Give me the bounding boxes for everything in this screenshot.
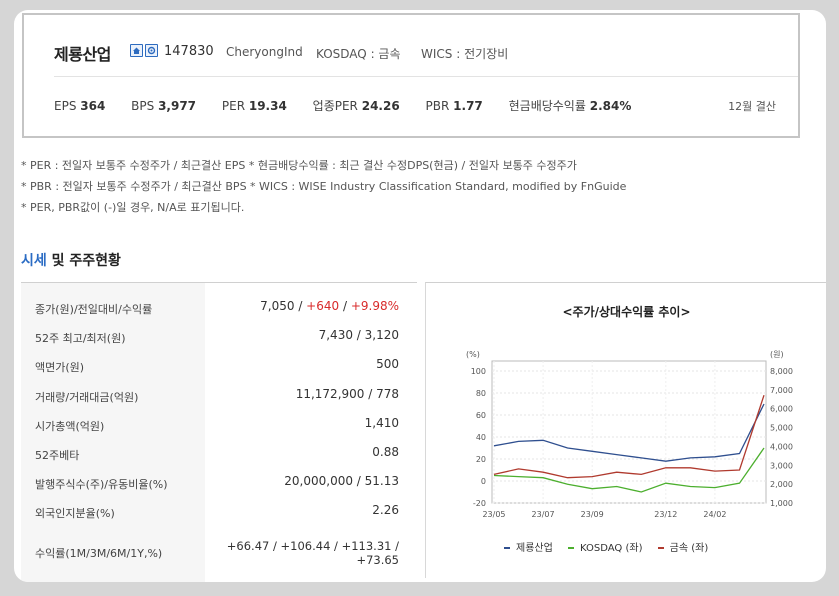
section-title: 시세 및 주주현황 (21, 253, 121, 269)
footnote: * PBR : 전일자 보통주 수정주가 / 최근결산 BPS * WICS :… (21, 180, 627, 193)
footnote: * PER : 전일자 보통주 수정주가 / 최근결산 EPS * 현금배당수익… (21, 159, 577, 172)
right-tick-label: 3,000 (770, 461, 793, 470)
left-tick-label: 20 (476, 455, 486, 464)
stat-bps: BPS 3,977 (131, 99, 197, 113)
main-panel: 제룡산업 147830 CheryongInd KOSDAQ : 금속 WICS… (14, 10, 826, 582)
chart-legend: 제룡산업 KOSDAQ (좌) 금속 (좌) (504, 539, 720, 554)
series-line (493, 403, 765, 462)
table-row: 52주 최고/최저(원) 7,430 / 3,120 (35, 328, 399, 345)
table-row: 시가총액(억원) 1,410 (35, 416, 399, 433)
right-tick-label: 1,000 (770, 499, 793, 508)
table-row: 종가(원)/전일대비/수익률 7,050 / +640 / +9.98% (35, 299, 399, 316)
disclosure-icon[interactable] (145, 44, 158, 57)
x-tick-label: 23/05 (482, 510, 505, 519)
market-info: KOSDAQ : 금속 (316, 47, 401, 61)
company-summary-box: 제룡산업 147830 CheryongInd KOSDAQ : 금속 WICS… (22, 13, 800, 138)
x-tick-label: 23/12 (654, 510, 677, 519)
series-line (493, 394, 765, 479)
series-line (493, 447, 765, 493)
left-tick-label: 0 (481, 477, 486, 486)
left-tick-label: 100 (471, 367, 486, 376)
company-name: 제룡산업 (54, 45, 111, 64)
legend-item: KOSDAQ (좌) (568, 543, 648, 554)
table-row: 52주베타 0.88 (35, 445, 399, 462)
price-chart-box: <주가/상대수익률 추이> 100 80 60 40 20 0 -20 8,000 7,000 6… (425, 282, 826, 578)
divider (54, 76, 798, 77)
left-tick-label: 80 (476, 389, 486, 398)
stat-industry-per: 업종PER 24.26 (312, 99, 400, 113)
stat-eps: EPS 364 (54, 99, 106, 113)
chart-title: <주가/상대수익률 추이> (562, 305, 691, 319)
stat-per: PER 19.34 (221, 99, 287, 113)
left-tick-label: -20 (473, 499, 486, 508)
left-tick-label: 40 (476, 433, 486, 442)
stat-pbr: PBR 1.77 (425, 99, 483, 113)
table-row: 발행주식수(주)/유동비율(%) 20,000,000 / 51.13 (35, 474, 399, 491)
stock-code: 147830 (164, 44, 214, 59)
right-axis-unit: (원) (770, 350, 784, 359)
plot-area (491, 360, 767, 504)
footnote: * PER, PBR값이 (-)일 경우, N/A로 표기됩니다. (21, 201, 245, 214)
right-tick-label: 7,000 (770, 386, 793, 395)
legend-item: 제룡산업 (504, 543, 559, 554)
table-row: 외국인지분율(%) 2.26 (35, 503, 399, 520)
price-chart: 100 80 60 40 20 0 -20 8,000 7,000 6,000 5,000 4,000… (466, 350, 793, 519)
right-tick-label: 8,000 (770, 367, 793, 376)
left-tick-label: 60 (476, 411, 486, 420)
right-tick-label: 6,000 (770, 405, 793, 414)
home-icon[interactable] (130, 44, 143, 57)
legend-item: 금속 (좌) (657, 543, 715, 554)
stats-row: EPS 364 BPS 3,977 PER 19.34 업종PER 24.26 … (54, 97, 653, 114)
table-row: 액면가(원) 500 (35, 357, 399, 374)
right-tick-label: 5,000 (770, 424, 793, 433)
wics-info: WICS : 전기장비 (421, 47, 509, 61)
left-axis-unit: (%) (466, 350, 480, 359)
x-tick-label: 24/02 (703, 510, 726, 519)
table-row: 거래량/거래대금(억원) 11,172,900 / 778 (35, 387, 399, 404)
english-name: CheryongInd (226, 45, 303, 59)
table-row: 수익률(1M/3M/6M/1Y,%) +66.47 / +106.44 / +1… (35, 539, 399, 567)
right-tick-label: 2,000 (770, 480, 793, 489)
stat-dividend-yield: 현금배당수익률 2.84% (508, 99, 632, 113)
settlement-month: 12월 결산 (728, 100, 776, 113)
x-tick-label: 23/09 (581, 510, 604, 519)
x-tick-label: 23/07 (532, 510, 555, 519)
right-tick-label: 4,000 (770, 442, 793, 451)
footnotes: * PER : 전일자 보통주 수정주가 / 최근결산 EPS * 현금배당수익… (21, 155, 626, 218)
price-table: 종가(원)/전일대비/수익률 7,050 / +640 / +9.98% 52주… (21, 282, 417, 582)
